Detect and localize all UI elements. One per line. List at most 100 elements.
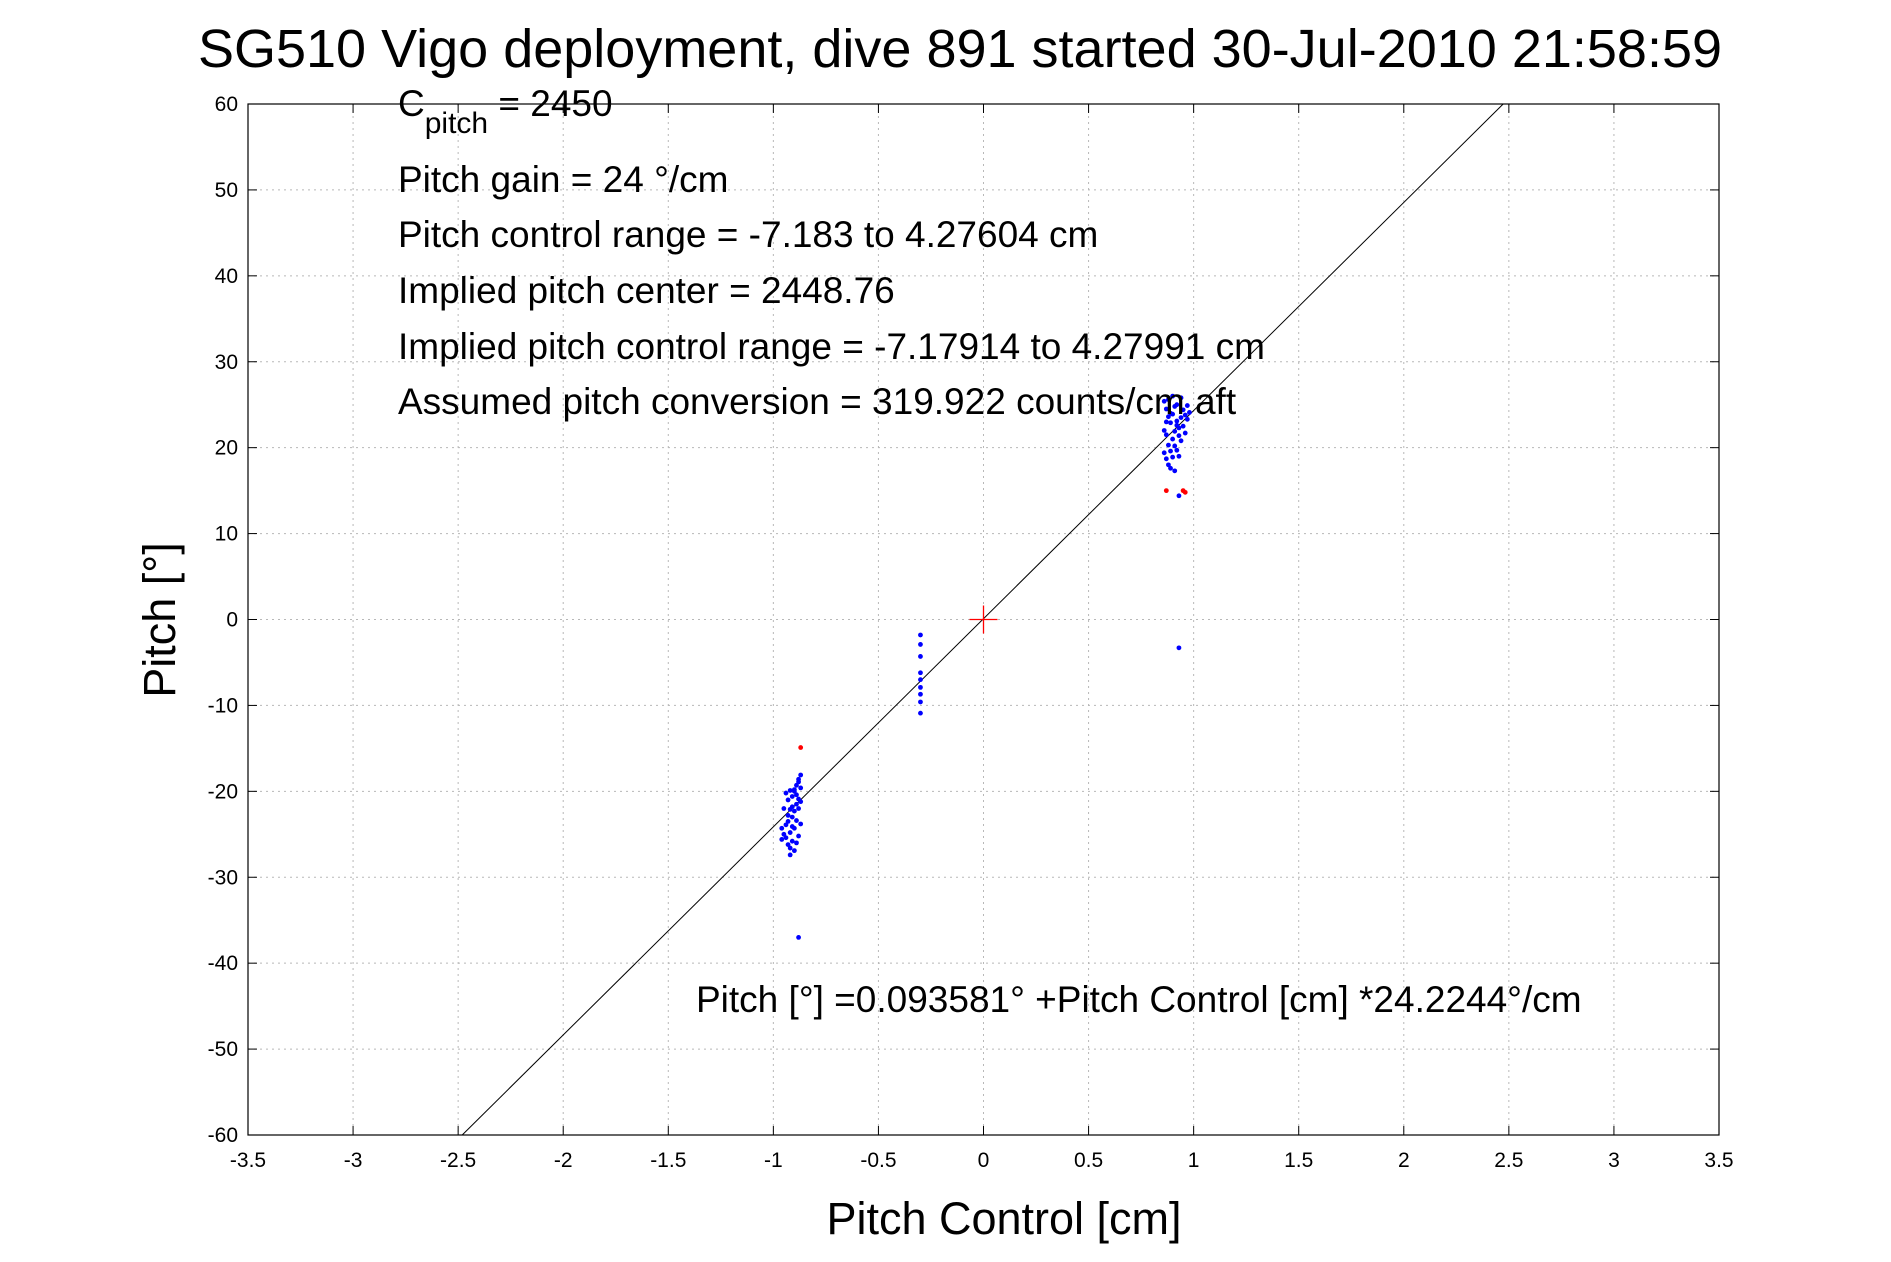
x-tick-label: -3.5 bbox=[230, 1149, 266, 1172]
data-point-blue bbox=[918, 691, 923, 697]
data-point-blue bbox=[918, 642, 923, 647]
data-point-blue bbox=[1176, 453, 1182, 459]
data-point-blue bbox=[798, 799, 804, 805]
data-point-blue bbox=[1172, 443, 1178, 449]
x-tick-label: 1.5 bbox=[1284, 1149, 1313, 1172]
data-point-blue bbox=[1166, 462, 1171, 468]
data-point-blue bbox=[918, 632, 923, 638]
annotation-c-pitch: Cpitch = 2450 bbox=[398, 83, 613, 140]
x-tick-label: 1 bbox=[1188, 1149, 1200, 1172]
y-axis-label: Pitch [°] bbox=[134, 542, 185, 698]
y-tick-label: 50 bbox=[215, 179, 238, 202]
data-point-blue bbox=[1174, 418, 1180, 424]
data-point-blue bbox=[1182, 430, 1188, 436]
y-tick-label: 30 bbox=[215, 351, 238, 374]
data-point-blue bbox=[1161, 450, 1167, 456]
annotation-fit-equation: Pitch [°] =0.093581° +Pitch Control [cm]… bbox=[696, 979, 1582, 1020]
data-point-blue bbox=[798, 821, 804, 827]
data-point-blue bbox=[1168, 448, 1173, 454]
data-point-blue bbox=[789, 838, 795, 844]
data-point-blue bbox=[1168, 465, 1173, 471]
data-point-blue bbox=[791, 788, 797, 794]
data-point-blue bbox=[918, 699, 923, 705]
axis-ticks: -3.5 -3 -2.5 -2 -1.5 -1 -0.5 0 0.5 1 1.5 2 2.5 3 3.5 -6… bbox=[208, 93, 1734, 1172]
data-point-blue bbox=[1174, 422, 1180, 428]
data-point-blue bbox=[1184, 403, 1190, 408]
data-point-blue bbox=[1163, 419, 1169, 425]
data-point-red bbox=[1182, 489, 1188, 495]
data-point-blue bbox=[1163, 406, 1169, 412]
data-point-blue bbox=[918, 670, 923, 676]
data-point-blue bbox=[785, 812, 791, 818]
y-tick-label: 60 bbox=[215, 93, 238, 116]
y-tick-label: 20 bbox=[215, 437, 238, 460]
data-point-blue bbox=[791, 848, 797, 854]
y-tick-label: 40 bbox=[215, 265, 238, 288]
data-point-blue bbox=[1161, 398, 1167, 404]
x-tick-label: 3.5 bbox=[1704, 1149, 1733, 1172]
data-point-blue bbox=[1176, 433, 1182, 439]
data-point-blue bbox=[1180, 423, 1186, 429]
data-point-blue bbox=[781, 806, 787, 811]
x-tick-label: 2 bbox=[1398, 1149, 1410, 1172]
x-tick-label: -3 bbox=[344, 1149, 363, 1172]
data-point-blue bbox=[783, 822, 789, 828]
data-point-blue bbox=[796, 806, 801, 811]
data-point-blue bbox=[1170, 454, 1176, 460]
data-point-blue bbox=[789, 804, 795, 810]
data-point-blue bbox=[918, 654, 923, 659]
data-point-red bbox=[1163, 488, 1169, 494]
x-tick-label: -2 bbox=[554, 1149, 573, 1172]
data-point-blue bbox=[787, 830, 793, 835]
data-point-blue bbox=[918, 710, 923, 716]
annotation-implied-range: Implied pitch control range = -7.17914 t… bbox=[398, 326, 1265, 367]
data-point-blue bbox=[794, 801, 799, 807]
x-tick-label: 3 bbox=[1608, 1149, 1620, 1172]
annotation-c-pitch-sub: pitch bbox=[425, 107, 488, 140]
data-point-blue bbox=[794, 782, 799, 788]
data-point-blue bbox=[918, 684, 923, 690]
data-point-blue bbox=[779, 825, 785, 831]
data-point-blue bbox=[798, 772, 804, 778]
data-point-blue bbox=[794, 840, 799, 846]
data-point-blue bbox=[785, 797, 791, 803]
x-tick-label: -1 bbox=[764, 1149, 783, 1172]
data-point-blue bbox=[787, 845, 793, 851]
data-point-blue bbox=[1170, 393, 1176, 399]
annotation-c-pitch-value: = 2450 bbox=[488, 83, 612, 124]
data-point-blue bbox=[798, 785, 804, 791]
center-marker-group bbox=[969, 605, 998, 634]
data-point-blue bbox=[1166, 397, 1171, 402]
y-tick-label: -20 bbox=[208, 780, 238, 803]
data-point-blue bbox=[1161, 428, 1167, 433]
y-tick-label: 0 bbox=[226, 609, 238, 632]
y-tick-label: -60 bbox=[208, 1124, 238, 1147]
data-point-blue bbox=[1163, 432, 1169, 438]
data-point-blue bbox=[1178, 438, 1184, 444]
data-point-blue bbox=[789, 814, 795, 820]
data-point-blue bbox=[1174, 447, 1180, 453]
data-point-blue bbox=[796, 934, 801, 940]
data-point-blue bbox=[1178, 415, 1184, 420]
x-tick-label: 0.5 bbox=[1074, 1149, 1103, 1172]
data-point-red bbox=[798, 745, 804, 750]
annotation-implied-center: Implied pitch center = 2448.76 bbox=[398, 270, 895, 311]
data-point-blue bbox=[1174, 402, 1180, 408]
y-tick-label: -40 bbox=[208, 952, 238, 975]
data-point-blue bbox=[1172, 428, 1178, 434]
data-point-blue bbox=[918, 677, 923, 683]
x-tick-label: -0.5 bbox=[860, 1149, 896, 1172]
data-points bbox=[779, 393, 1192, 940]
x-tick-label: -1.5 bbox=[650, 1149, 686, 1172]
data-point-blue bbox=[1184, 416, 1190, 422]
data-point-blue bbox=[1176, 645, 1182, 651]
annotation-assumed-conversion: Assumed pitch conversion = 319.922 count… bbox=[398, 381, 1237, 422]
chart-title: SG510 Vigo deployment, dive 891 started … bbox=[198, 19, 1722, 79]
plot-frame bbox=[247, 103, 1720, 1136]
x-tick-label: 2.5 bbox=[1494, 1149, 1523, 1172]
y-tick-label: -50 bbox=[208, 1038, 238, 1061]
data-point-blue bbox=[1163, 456, 1169, 462]
data-point-blue bbox=[1187, 410, 1192, 415]
data-point-blue bbox=[789, 824, 795, 829]
